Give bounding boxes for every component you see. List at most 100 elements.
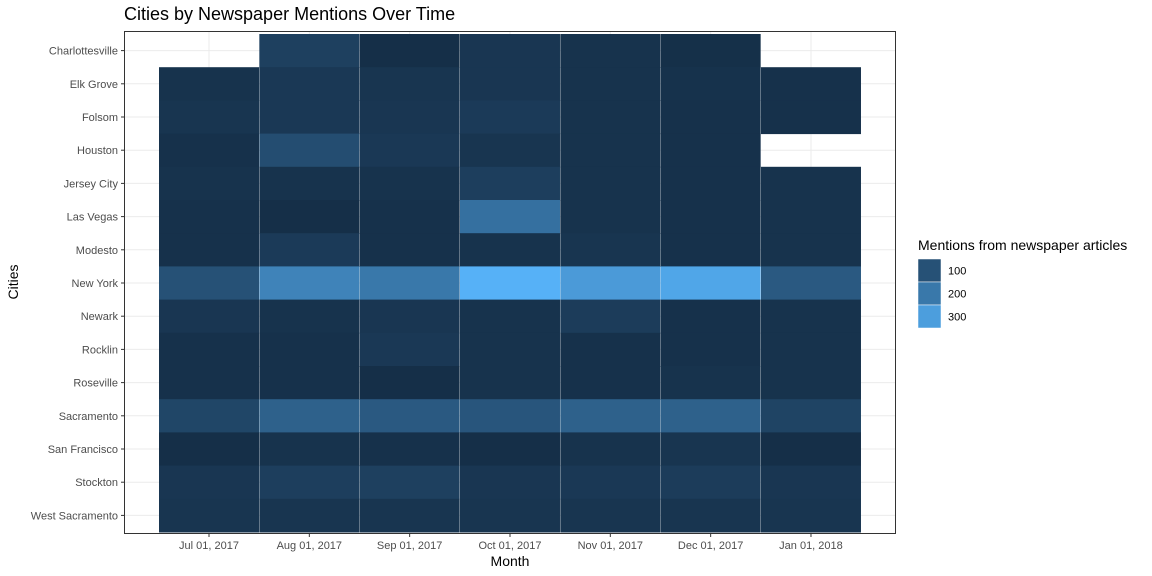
heatmap-cell	[359, 67, 460, 101]
heatmap-cell	[459, 100, 560, 135]
heatmap-cell	[359, 498, 460, 533]
x-axis-title: Month	[491, 553, 530, 569]
x-tick-label: Jan 01, 2018	[779, 540, 843, 552]
heatmap-cell	[760, 432, 861, 467]
y-tick-label: Elk Grove	[70, 79, 118, 91]
heatmap-cell	[259, 299, 360, 334]
heatmap-cell	[560, 233, 661, 267]
heatmap-cell	[259, 34, 360, 68]
heatmap-cell	[560, 100, 661, 135]
heatmap-cell	[159, 233, 259, 267]
heatmap-cell	[159, 332, 259, 367]
y-tick-label: Folsom	[82, 112, 118, 124]
heatmap-cell	[760, 200, 861, 234]
heatmap-cell	[660, 465, 761, 500]
heatmap-cell	[760, 67, 861, 101]
heatmap-cell	[359, 332, 460, 367]
heatmap-cell	[660, 133, 761, 168]
y-tick-label: Rocklin	[82, 344, 118, 356]
heatmap-cell	[259, 498, 360, 533]
heatmap-cell	[660, 67, 761, 101]
heatmap-cell	[259, 366, 360, 400]
heatmap-cell	[259, 233, 360, 267]
heatmap-cell	[760, 299, 861, 334]
x-tick-label: Nov 01, 2017	[578, 540, 643, 552]
heatmap-cell	[359, 233, 460, 267]
heatmap-cell	[760, 166, 861, 201]
y-tick-label: Sacramento	[59, 411, 118, 423]
heatmap-cell	[359, 100, 460, 135]
heatmap-cell	[760, 332, 861, 367]
heatmap-cell	[359, 133, 460, 168]
heatmap-cell	[259, 200, 360, 234]
heatmap-cell	[159, 366, 259, 400]
heatmap-cell	[259, 266, 360, 301]
heatmap-cell	[660, 233, 761, 267]
heatmap-cell	[459, 67, 560, 101]
legend-swatch	[917, 281, 942, 306]
y-tick-label: West Sacramento	[31, 510, 118, 522]
heatmap-cell	[660, 399, 761, 433]
heatmap-cell	[359, 200, 460, 234]
heatmap-cell	[560, 332, 661, 367]
legend-label: 200	[948, 289, 966, 301]
heatmap-cell	[560, 34, 661, 68]
y-tick-label: Houston	[77, 145, 118, 157]
y-tick-label: Roseville	[73, 378, 118, 390]
heatmap-cell	[660, 498, 761, 533]
heatmap-cell	[459, 200, 560, 234]
heatmap-cell	[259, 166, 360, 201]
heatmap-cell	[159, 266, 259, 301]
x-tick-label: Sep 01, 2017	[377, 540, 442, 552]
y-tick-label: Modesto	[76, 245, 118, 257]
y-tick-label: San Francisco	[48, 444, 118, 456]
heatmap-cell	[159, 100, 259, 135]
y-tick-label: Las Vegas	[67, 212, 119, 224]
heatmap-cell	[760, 465, 861, 500]
heatmap-cell	[259, 432, 360, 467]
heatmap-cell	[660, 200, 761, 234]
heatmap-cell	[159, 166, 259, 201]
heatmap-cell	[660, 34, 761, 68]
heatmap-cell	[560, 166, 661, 201]
heatmap-cell	[760, 266, 861, 301]
heatmap-cell	[560, 133, 661, 168]
heatmap-cell	[560, 366, 661, 400]
heatmap-cell	[159, 399, 259, 433]
heatmap-cell	[159, 200, 259, 234]
heatmap-cell	[560, 67, 661, 101]
legend-swatch	[917, 258, 942, 283]
x-tick-label: Jul 01, 2017	[179, 540, 239, 552]
heatmap-cell	[359, 366, 460, 400]
heatmap-cell	[560, 299, 661, 334]
heatmap-cell	[560, 432, 661, 467]
chart-title: Cities by Newspaper Mentions Over Time	[124, 4, 455, 24]
heatmap-cell	[660, 266, 761, 301]
y-tick-label: Charlottesville	[49, 46, 118, 58]
y-axis-title: Cities	[5, 264, 21, 299]
heatmap-cell	[760, 399, 861, 433]
heatmap-cell	[159, 432, 259, 467]
heatmap-cell	[459, 432, 560, 467]
heatmap-cell	[660, 366, 761, 400]
heatmap-cell	[760, 100, 861, 135]
y-tick-label: Stockton	[75, 477, 118, 489]
x-tick-label: Oct 01, 2017	[478, 540, 541, 552]
legend-label: 300	[948, 312, 966, 324]
heatmap-cell	[760, 498, 861, 533]
heatmap-cell	[459, 34, 560, 68]
heatmap-cell	[459, 266, 560, 301]
legend: Mentions from newspaper articles 100 200 3…	[917, 237, 1127, 329]
heatmap-tiles	[159, 34, 861, 533]
heatmap-cell	[259, 67, 360, 101]
heatmap-cell	[459, 233, 560, 267]
heatmap-cell	[259, 133, 360, 168]
heatmap-cell	[660, 332, 761, 367]
heatmap-cell	[359, 465, 460, 500]
heatmap-cell	[560, 266, 661, 301]
heatmap-cell	[359, 34, 460, 68]
heatmap-cell	[159, 498, 259, 533]
heatmap-cell	[459, 465, 560, 500]
x-tick-label: Dec 01, 2017	[678, 540, 743, 552]
heatmap-cell	[459, 399, 560, 433]
